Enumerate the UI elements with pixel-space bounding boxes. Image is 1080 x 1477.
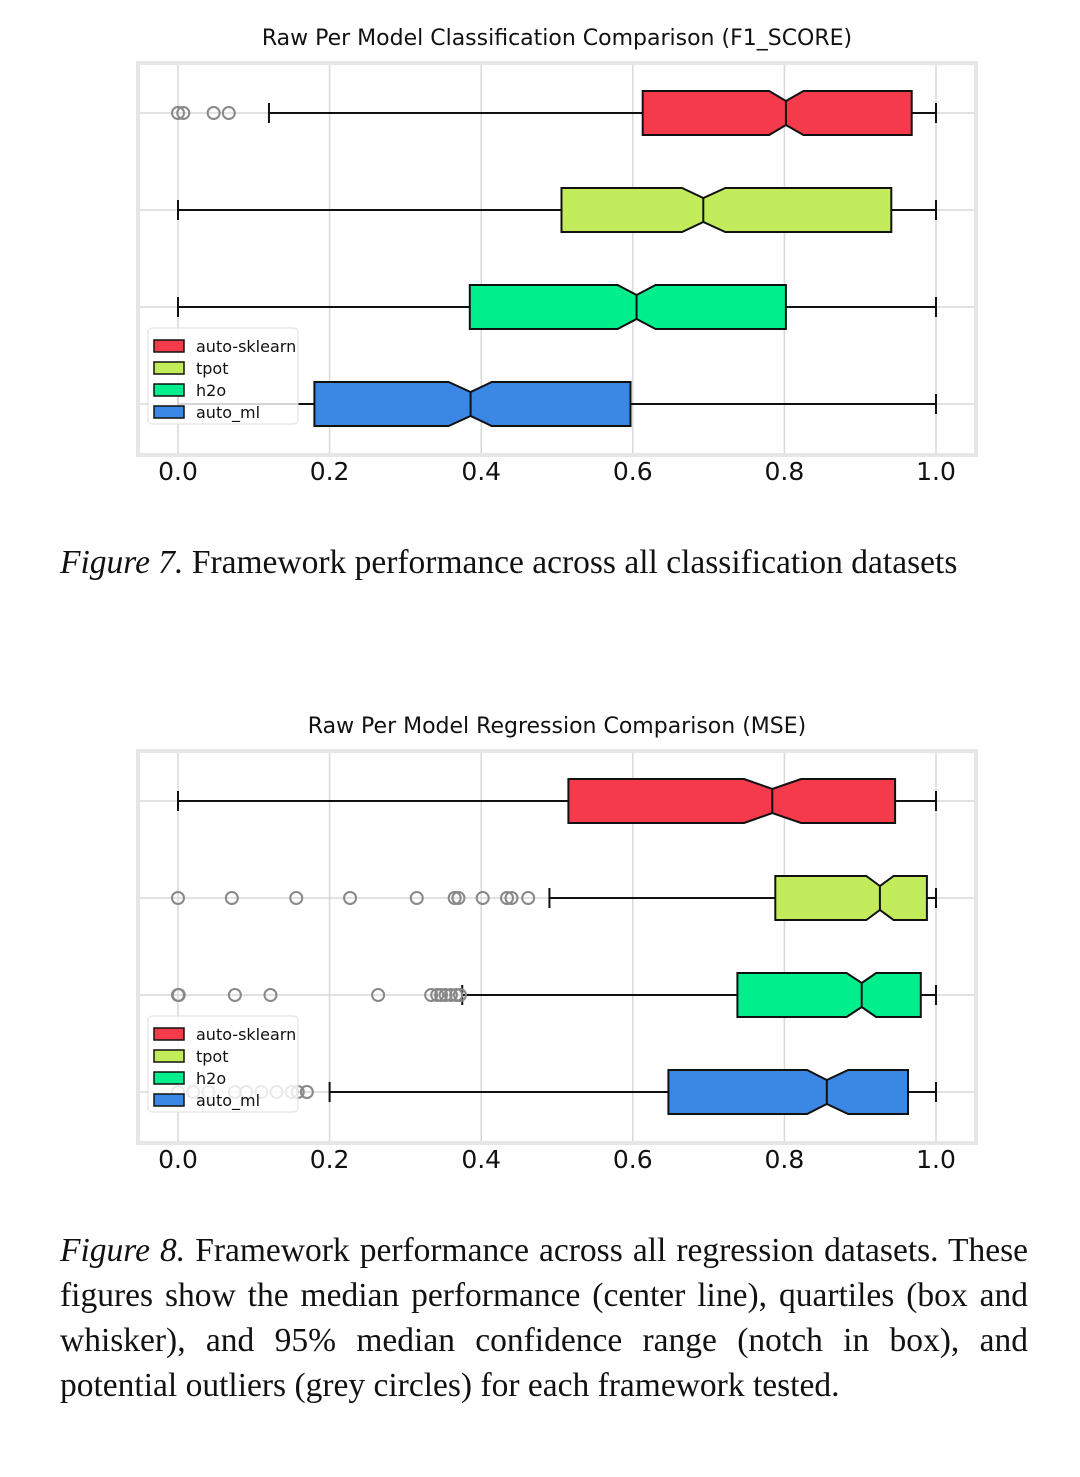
chart-title: Raw Per Model Classification Comparison … [262, 26, 852, 51]
notched-box [567, 778, 897, 824]
outlier-point [263, 988, 278, 1002]
x-tick-label: 0.0 [158, 1145, 198, 1174]
x-tick-label: 0.8 [765, 457, 805, 486]
legend-swatch [153, 361, 185, 375]
outlier-point [371, 988, 386, 1002]
outlier-point [449, 988, 464, 1002]
legend-swatch [153, 1071, 185, 1085]
box-h2o [177, 284, 937, 330]
figure-7-caption: Figure 7. Framework performance across a… [60, 540, 1028, 585]
figure-8-text: Framework performance across all regress… [60, 1232, 1029, 1404]
x-tick-label: 1.0 [916, 1145, 956, 1174]
outlier-point [409, 891, 424, 905]
legend-label: auto_ml [196, 1091, 260, 1111]
legend-swatch [153, 383, 185, 397]
outlier-point [521, 891, 536, 905]
x-tick-label: 0.4 [461, 1145, 501, 1174]
x-tick-label: 0.2 [310, 1145, 350, 1174]
outlier-point [430, 988, 445, 1002]
box-h2o [171, 972, 937, 1018]
legend-label: auto-sklearn [196, 1025, 296, 1044]
legend-swatch [153, 339, 185, 353]
legend-swatch [153, 1049, 185, 1063]
notched-box [468, 284, 787, 330]
legend-label: tpot [196, 1047, 229, 1066]
legend-label: h2o [196, 381, 226, 400]
box-auto-sklearn [171, 90, 937, 136]
outlier-point [451, 891, 466, 905]
notched-box [736, 972, 922, 1018]
outlier-point [171, 891, 185, 905]
x-tick-label: 0.6 [613, 457, 653, 486]
x-tick-label: 0.6 [613, 1145, 653, 1174]
outlier-point [224, 891, 239, 905]
figure-8-caption: Figure 8. Framework performance across a… [60, 1228, 1028, 1408]
outlier-point [171, 988, 186, 1002]
outlier-point [438, 988, 453, 1002]
outlier-point [343, 891, 358, 905]
outlier-point [176, 106, 191, 120]
notched-box [560, 187, 893, 233]
classification-boxplot-chart: Raw Per Model Classification Comparison … [136, 26, 978, 486]
outlier-point [299, 1085, 314, 1099]
legend-box [147, 1015, 299, 1113]
box-tpot [171, 875, 937, 921]
x-tick-label: 1.0 [916, 457, 956, 486]
box-tpot [177, 187, 937, 233]
outlier-point [227, 988, 242, 1002]
outlier-point [206, 106, 221, 120]
outlier-point [289, 891, 304, 905]
legend-label: auto_ml [196, 403, 260, 423]
x-tick-label: 0.8 [765, 1145, 805, 1174]
box-auto-sklearn [177, 778, 937, 824]
legend: auto-sklearn tpot h2o auto_ml [147, 1015, 299, 1113]
figure-7-label: Figure 7. [60, 544, 184, 581]
outlier-point [447, 891, 462, 905]
outlier-point [504, 891, 519, 905]
outlier-point [434, 988, 449, 1002]
outlier-point [452, 988, 467, 1002]
outlier-point [443, 988, 458, 1002]
figure-7-text: Framework performance across all classif… [191, 544, 958, 581]
outlier-point [424, 988, 439, 1002]
legend-swatch [153, 1093, 185, 1107]
regression-boxplot-chart: Raw Per Model Regression Comparison (MSE… [136, 714, 978, 1174]
notched-box [641, 90, 913, 136]
x-tick-label: 0.2 [310, 457, 350, 486]
x-tick-label: 0.4 [461, 457, 501, 486]
legend-label: h2o [196, 1069, 226, 1088]
chart-title: Raw Per Model Regression Comparison (MSE… [308, 714, 806, 739]
outlier-point [171, 106, 185, 120]
legend-label: tpot [196, 359, 229, 378]
notched-box [313, 381, 632, 427]
legend-box [147, 327, 299, 425]
outlier-point [475, 891, 490, 905]
notched-box [774, 875, 928, 921]
notched-box [667, 1069, 909, 1115]
outlier-point [221, 106, 236, 120]
legend-swatch [153, 1027, 185, 1041]
legend-swatch [153, 405, 185, 419]
legend-label: auto-sklearn [196, 337, 296, 356]
legend: auto-sklearn tpot h2o auto_ml [147, 327, 299, 425]
outlier-point [499, 891, 514, 905]
figure-8-label: Figure 8. [60, 1232, 186, 1269]
x-tick-label: 0.0 [158, 457, 198, 486]
